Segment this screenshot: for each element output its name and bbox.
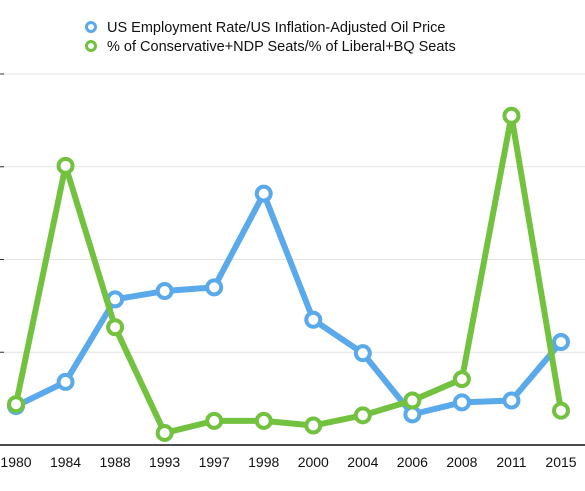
data-point: [452, 370, 471, 389]
data-point: [56, 372, 75, 391]
data-point: [304, 416, 323, 435]
data-point: [452, 393, 471, 412]
series-2: [7, 106, 570, 442]
data-point: [502, 106, 521, 125]
data-point: [353, 344, 372, 363]
data-point: [254, 411, 273, 430]
data-point: [304, 310, 323, 329]
data-point: [155, 423, 174, 442]
x-tick-label: 2008: [446, 454, 477, 470]
data-point: [552, 401, 570, 420]
data-point: [205, 411, 224, 430]
x-tick-label: 2006: [397, 454, 428, 470]
legend-label: US Employment Rate/US Inflation-Adjusted…: [107, 20, 445, 36]
legend-label: % of Conservative+NDP Seats/% of Liberal…: [107, 39, 456, 55]
x-tick-label: 2011: [496, 454, 526, 470]
x-tick-label: 1997: [199, 454, 230, 470]
x-tick-label: 2004: [347, 454, 378, 470]
data-point: [254, 184, 273, 203]
series-line: [13, 190, 564, 418]
legend-item: US Employment Rate/US Inflation-Adjusted…: [85, 20, 445, 36]
legend: US Employment Rate/US Inflation-Adjusted…: [85, 20, 456, 55]
series-layer: [7, 106, 570, 442]
x-tick-label: 1980: [0, 454, 31, 470]
x-tick-label: 1993: [149, 454, 180, 470]
data-point: [403, 391, 422, 410]
data-point: [205, 278, 224, 297]
data-point: [7, 395, 25, 414]
series-1: [7, 184, 570, 424]
data-point: [56, 156, 75, 175]
legend-item: % of Conservative+NDP Seats/% of Liberal…: [85, 39, 456, 55]
x-tick-label: 1984: [50, 454, 81, 470]
data-point: [155, 282, 174, 301]
x-tick-label: 2000: [298, 454, 329, 470]
x-axis: 1980 1984 1988 1993 1997 1998 2000 2004 2006 2008…: [0, 444, 585, 470]
series-line: [13, 112, 564, 436]
x-tick-label: 2015: [545, 454, 576, 470]
x-tick-label: 1998: [248, 454, 279, 470]
data-point: [353, 406, 372, 425]
legend-marker: [85, 21, 97, 33]
data-point: [552, 333, 570, 352]
data-point: [502, 391, 521, 410]
data-point: [403, 405, 422, 424]
legend-marker: [85, 40, 97, 52]
x-tick-label: 1988: [100, 454, 131, 470]
data-point: [106, 318, 125, 337]
